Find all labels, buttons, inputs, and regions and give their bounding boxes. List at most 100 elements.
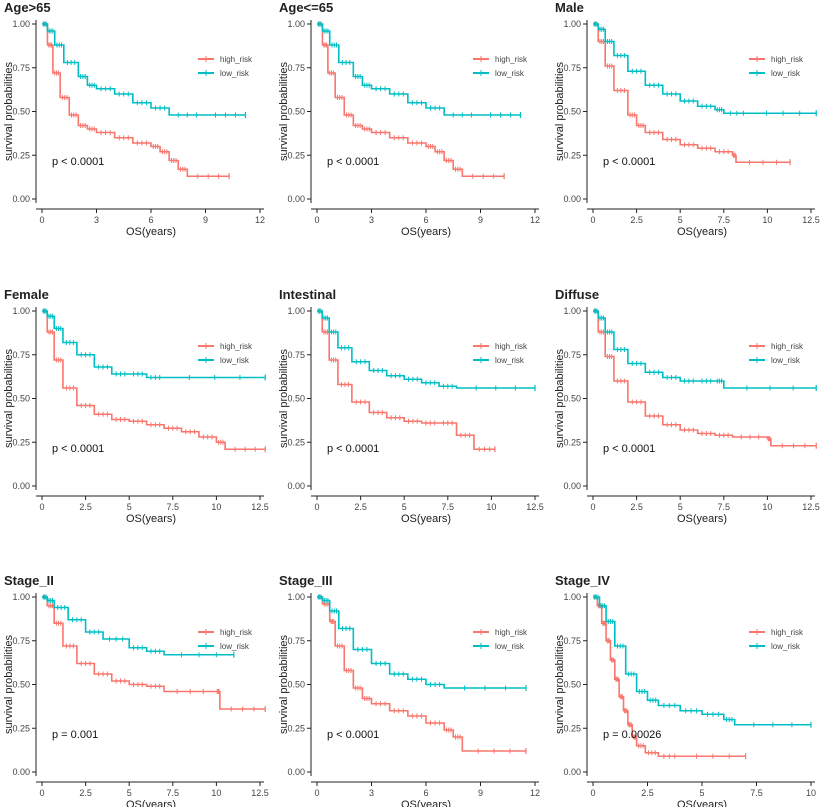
km-panel-4: Female 0.00 0.25 0.50 0.75 1.00 0 2.5 5 7.5 10 12.5… — [3, 287, 269, 525]
x-tick-label: 6 — [148, 215, 153, 225]
panel-title: Female — [4, 287, 49, 302]
survival-curve-high-risk — [42, 310, 266, 451]
y-tick-label: 0.50 — [287, 680, 305, 690]
km-panel-1: Age>65 0.00 0.25 0.50 0.75 1.00 0 3 6 9 12 OS(years… — [3, 0, 265, 238]
x-tick-label: 0 — [39, 215, 44, 225]
km-panel-3: Male 0.00 0.25 0.50 0.75 1.00 0 2.5 5 7.5 10 12.5 OS… — [554, 0, 820, 238]
km-panel-2: Age<=65 0.00 0.25 0.50 0.75 1.00 0 3 6 9 12 OS(year… — [278, 0, 540, 238]
y-tick-label: 0.25 — [563, 437, 581, 447]
x-tick-label: 0 — [314, 502, 319, 512]
censor-marks-low-risk — [317, 594, 506, 691]
y-tick-label: 0.75 — [563, 63, 581, 73]
y-tick-label: 0.50 — [12, 680, 30, 690]
y-axis-title: survival probabilities — [3, 348, 15, 448]
legend-label: low_risk — [495, 69, 525, 78]
y-tick-label: 0.50 — [563, 680, 581, 690]
y-tick-label: 0.00 — [563, 767, 581, 777]
censor-marks-high-risk — [42, 594, 255, 712]
panel-title: Age<=65 — [279, 0, 333, 15]
panel-title: Male — [555, 0, 584, 15]
x-tick-label: 2.5 — [354, 502, 367, 512]
survival-curve-low-risk — [593, 596, 811, 726]
censor-marks-high-risk — [593, 308, 806, 449]
y-tick-label: 0.50 — [12, 394, 30, 404]
x-tick-label: 12.5 — [802, 502, 820, 512]
survival-curve-low-risk — [42, 23, 246, 116]
x-tick-label: 2.5 — [630, 215, 643, 225]
y-tick-label: 0.00 — [563, 194, 581, 204]
p-value: p < 0.0001 — [327, 729, 379, 741]
km-panel-9: Stage_IV 0.00 0.25 0.50 0.75 1.00 0 2.5 5 7.5 10 OS… — [554, 573, 816, 807]
censor-marks-low-risk — [42, 308, 241, 380]
panel-title: Intestinal — [279, 287, 336, 302]
x-tick-label: 9 — [478, 215, 483, 225]
p-value: p < 0.0001 — [52, 443, 104, 455]
y-tick-label: 0.50 — [563, 394, 581, 404]
legend-label: low_risk — [771, 69, 801, 78]
legend-label: high_risk — [495, 342, 528, 351]
x-tick-label: 2.5 — [630, 502, 643, 512]
survival-curve-high-risk — [42, 23, 230, 178]
y-tick-label: 1.00 — [287, 306, 305, 316]
y-tick-label: 1.00 — [287, 19, 305, 29]
survival-curve-low-risk — [593, 310, 817, 389]
x-tick-label: 2.5 — [79, 788, 92, 798]
x-axis-title: OS(years) — [126, 513, 176, 525]
x-tick-label: 5 — [127, 788, 132, 798]
y-axis-title: survival probabilities — [278, 348, 290, 448]
p-value: p < 0.0001 — [52, 156, 104, 168]
panel-title: Age>65 — [4, 0, 51, 15]
y-tick-label: 0.75 — [563, 636, 581, 646]
x-tick-label: 3 — [94, 215, 99, 225]
y-tick-label: 0.75 — [287, 350, 305, 360]
y-tick-label: 0.00 — [12, 767, 30, 777]
y-axis-title: survival probabilities — [3, 634, 15, 734]
x-tick-label: 6 — [423, 788, 428, 798]
x-tick-label: 7.5 — [750, 788, 763, 798]
y-axis-title: survival probabilities — [278, 634, 290, 734]
censor-marks-low-risk — [317, 308, 516, 391]
legend-label: high_risk — [220, 55, 253, 64]
x-axis-title: OS(years) — [126, 226, 176, 238]
legend-label: low_risk — [220, 69, 250, 78]
censor-marks-low-risk — [594, 594, 793, 728]
survival-curve-high-risk — [593, 23, 791, 164]
legend-label: high_risk — [771, 342, 804, 351]
survival-curve-high-risk — [317, 310, 495, 451]
y-tick-label: 0.25 — [287, 723, 305, 733]
y-tick-label: 1.00 — [12, 19, 30, 29]
legend-label: high_risk — [495, 628, 528, 637]
y-tick-label: 0.25 — [12, 723, 30, 733]
x-axis-title: OS(years) — [126, 799, 176, 807]
p-value: p < 0.0001 — [327, 156, 379, 168]
x-axis-title: OS(years) — [401, 226, 451, 238]
panel-title: Diffuse — [555, 287, 599, 302]
x-tick-label: 5 — [678, 215, 683, 225]
x-tick-label: 10 — [762, 502, 772, 512]
x-tick-label: 10 — [486, 502, 496, 512]
x-tick-label: 0 — [590, 502, 595, 512]
x-tick-label: 5 — [127, 502, 132, 512]
x-tick-label: 9 — [478, 788, 483, 798]
legend-label: high_risk — [220, 628, 253, 637]
y-tick-label: 0.25 — [563, 150, 581, 160]
y-tick-label: 0.50 — [287, 394, 305, 404]
x-tick-label: 3 — [369, 215, 374, 225]
x-tick-label: 0 — [590, 215, 595, 225]
survival-curve-high-risk — [42, 596, 266, 710]
y-tick-label: 0.25 — [12, 437, 30, 447]
legend-label: high_risk — [495, 55, 528, 64]
y-tick-label: 0.75 — [12, 350, 30, 360]
x-tick-label: 5 — [699, 788, 704, 798]
legend-label: low_risk — [220, 642, 250, 651]
x-axis-title: OS(years) — [401, 799, 451, 807]
x-tick-label: 0 — [590, 788, 595, 798]
y-tick-label: 0.25 — [287, 150, 305, 160]
y-tick-label: 0.25 — [563, 723, 581, 733]
y-tick-label: 1.00 — [12, 592, 30, 602]
legend-label: high_risk — [771, 628, 804, 637]
legend-label: low_risk — [495, 356, 525, 365]
y-tick-label: 0.75 — [563, 350, 581, 360]
x-axis-title: OS(years) — [677, 226, 727, 238]
x-tick-label: 7.5 — [167, 502, 180, 512]
